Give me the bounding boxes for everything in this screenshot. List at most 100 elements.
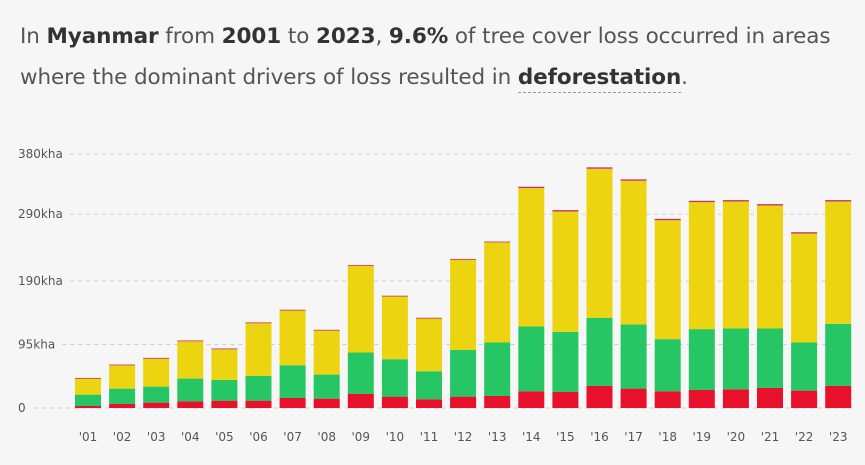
bar-segment[interactable] — [654, 220, 681, 340]
bar-segment[interactable] — [825, 323, 852, 386]
bar-segment[interactable] — [177, 378, 204, 402]
bar-segment[interactable] — [757, 204, 783, 206]
bar-segment[interactable] — [552, 210, 579, 212]
bar-segment[interactable] — [143, 402, 170, 408]
bar-segment[interactable] — [245, 375, 272, 401]
bar-segment[interactable] — [791, 233, 818, 343]
bar-segment[interactable] — [347, 264, 374, 266]
bar-stack[interactable] — [654, 218, 681, 408]
bar-segment[interactable] — [620, 179, 647, 181]
bar-segment[interactable] — [586, 317, 613, 386]
bar-segment[interactable] — [109, 364, 136, 366]
bar-segment[interactable] — [586, 168, 613, 318]
bar-segment[interactable] — [654, 218, 681, 221]
bar-segment[interactable] — [688, 389, 715, 408]
bar-segment[interactable] — [450, 259, 477, 350]
bar-segment[interactable] — [552, 331, 579, 392]
bar-segment[interactable] — [518, 186, 545, 189]
bar-segment[interactable] — [75, 394, 101, 406]
bar-segment[interactable] — [654, 391, 681, 408]
bar-segment[interactable] — [416, 318, 442, 372]
bar-segment[interactable] — [211, 400, 238, 408]
bar-segment[interactable] — [620, 180, 647, 325]
bar-segment[interactable] — [484, 395, 511, 408]
bar-stack[interactable] — [586, 167, 613, 408]
bar-segment[interactable] — [143, 386, 170, 403]
bar-segment[interactable] — [450, 258, 477, 260]
bar-segment[interactable] — [245, 400, 272, 408]
bar-segment[interactable] — [757, 328, 783, 388]
bar-segment[interactable] — [313, 329, 340, 331]
bar-segment[interactable] — [245, 323, 272, 376]
bar-segment[interactable] — [450, 396, 477, 408]
bar-stack[interactable] — [757, 204, 783, 408]
bar-stack[interactable] — [416, 317, 442, 408]
bar-segment[interactable] — [722, 200, 749, 202]
bar-stack[interactable] — [791, 232, 818, 408]
bar-stack[interactable] — [552, 210, 579, 408]
bar-segment[interactable] — [722, 328, 749, 390]
bar-segment[interactable] — [620, 324, 647, 389]
bar-segment[interactable] — [450, 349, 477, 397]
bar-segment[interactable] — [279, 365, 306, 398]
bar-segment[interactable] — [825, 200, 852, 202]
bar-segment[interactable] — [484, 241, 511, 243]
bar-segment[interactable] — [279, 310, 306, 366]
bar-segment[interactable] — [757, 205, 783, 329]
bar-segment[interactable] — [381, 295, 408, 297]
bar-stack[interactable] — [722, 200, 749, 408]
bar-stack[interactable] — [75, 377, 101, 408]
bar-segment[interactable] — [347, 352, 374, 394]
bar-stack[interactable] — [245, 322, 272, 408]
bar-segment[interactable] — [313, 398, 340, 408]
bar-segment[interactable] — [75, 378, 101, 395]
bar-segment[interactable] — [484, 242, 511, 343]
bar-segment[interactable] — [109, 403, 136, 408]
bar-segment[interactable] — [177, 340, 204, 342]
bar-segment[interactable] — [313, 374, 340, 399]
bar-segment[interactable] — [109, 365, 136, 389]
bar-segment[interactable] — [825, 201, 852, 324]
bar-segment[interactable] — [143, 357, 170, 359]
bar-stack[interactable] — [313, 329, 340, 408]
bar-segment[interactable] — [211, 379, 238, 401]
bar-segment[interactable] — [586, 385, 613, 408]
bar-segment[interactable] — [381, 396, 408, 408]
bar-segment[interactable] — [825, 385, 852, 408]
bar-segment[interactable] — [586, 167, 613, 169]
bar-stack[interactable] — [450, 258, 477, 408]
bar-segment[interactable] — [757, 387, 783, 408]
bar-segment[interactable] — [722, 201, 749, 329]
bar-stack[interactable] — [177, 340, 204, 408]
bar-stack[interactable] — [211, 348, 238, 408]
bar-stack[interactable] — [688, 200, 715, 408]
bar-segment[interactable] — [381, 296, 408, 360]
bar-segment[interactable] — [347, 265, 374, 353]
bar-stack[interactable] — [347, 264, 374, 408]
bar-segment[interactable] — [416, 371, 442, 400]
bar-segment[interactable] — [75, 405, 101, 408]
bar-segment[interactable] — [518, 326, 545, 392]
bar-segment[interactable] — [279, 309, 306, 311]
bar-stack[interactable] — [484, 241, 511, 408]
bar-stack[interactable] — [518, 186, 545, 408]
bar-segment[interactable] — [518, 188, 545, 327]
bar-segment[interactable] — [518, 391, 545, 408]
bar-segment[interactable] — [791, 390, 818, 408]
bar-segment[interactable] — [688, 202, 715, 330]
bar-segment[interactable] — [347, 393, 374, 408]
bar-segment[interactable] — [791, 342, 818, 391]
bar-stack[interactable] — [825, 200, 852, 408]
bar-segment[interactable] — [722, 389, 749, 408]
bar-segment[interactable] — [75, 377, 101, 379]
bar-segment[interactable] — [416, 317, 442, 319]
bar-segment[interactable] — [211, 348, 238, 350]
bar-segment[interactable] — [552, 391, 579, 408]
bar-segment[interactable] — [381, 359, 408, 397]
bar-stack[interactable] — [279, 309, 306, 408]
bar-segment[interactable] — [109, 388, 136, 404]
bar-segment[interactable] — [416, 399, 442, 408]
bar-segment[interactable] — [688, 200, 715, 203]
bar-stack[interactable] — [109, 364, 136, 408]
bar-segment[interactable] — [245, 322, 272, 324]
